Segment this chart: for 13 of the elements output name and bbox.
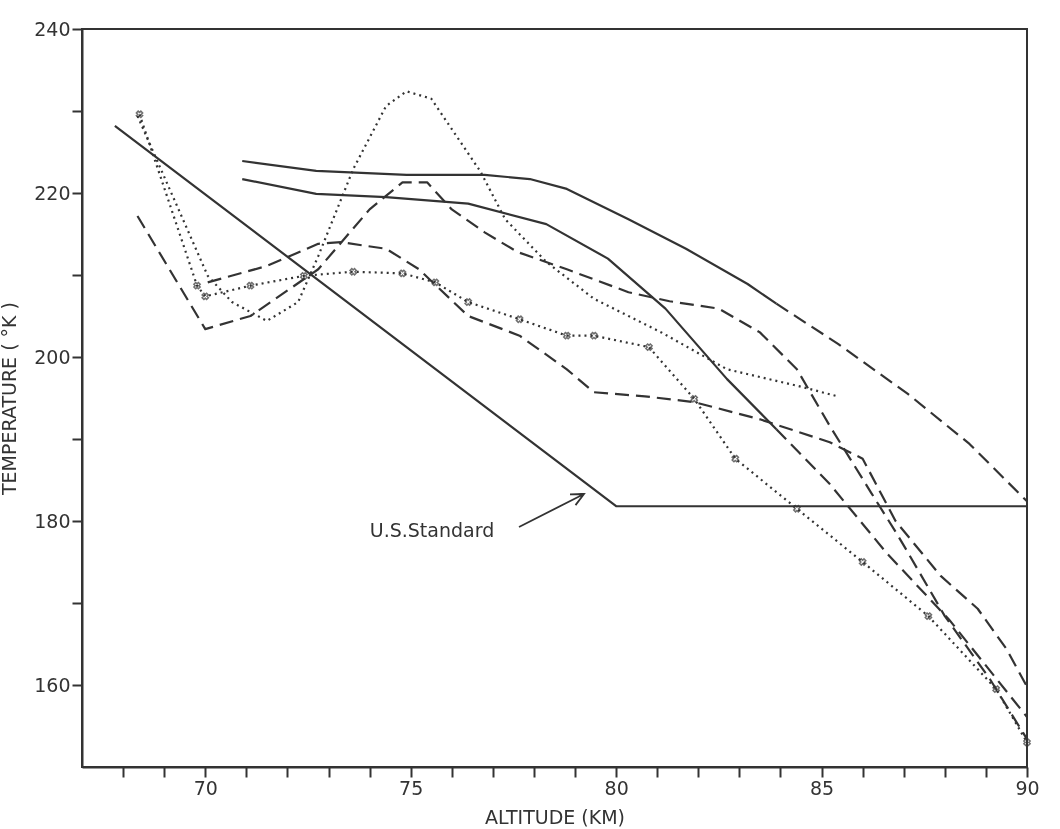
x-tick-label: 90 <box>1015 776 1040 799</box>
x-axis-title: ALTITUDE (KM) <box>484 805 626 828</box>
y-tick-label: 220 <box>34 181 71 204</box>
x-tick-label: 70 <box>193 776 218 799</box>
y-tick-label: 180 <box>34 509 71 532</box>
y-tick-label: 240 <box>34 17 71 40</box>
x-tick-label: 85 <box>809 776 835 799</box>
y-tick-label: 200 <box>34 345 71 368</box>
y-axis-title: TEMPERATURE ( °K ) <box>0 301 21 497</box>
y-tick-label: 160 <box>34 673 71 696</box>
x-tick-label: 80 <box>604 776 629 799</box>
x-tick-label: 75 <box>399 776 424 799</box>
annotation: U.S.Standard <box>369 519 495 541</box>
